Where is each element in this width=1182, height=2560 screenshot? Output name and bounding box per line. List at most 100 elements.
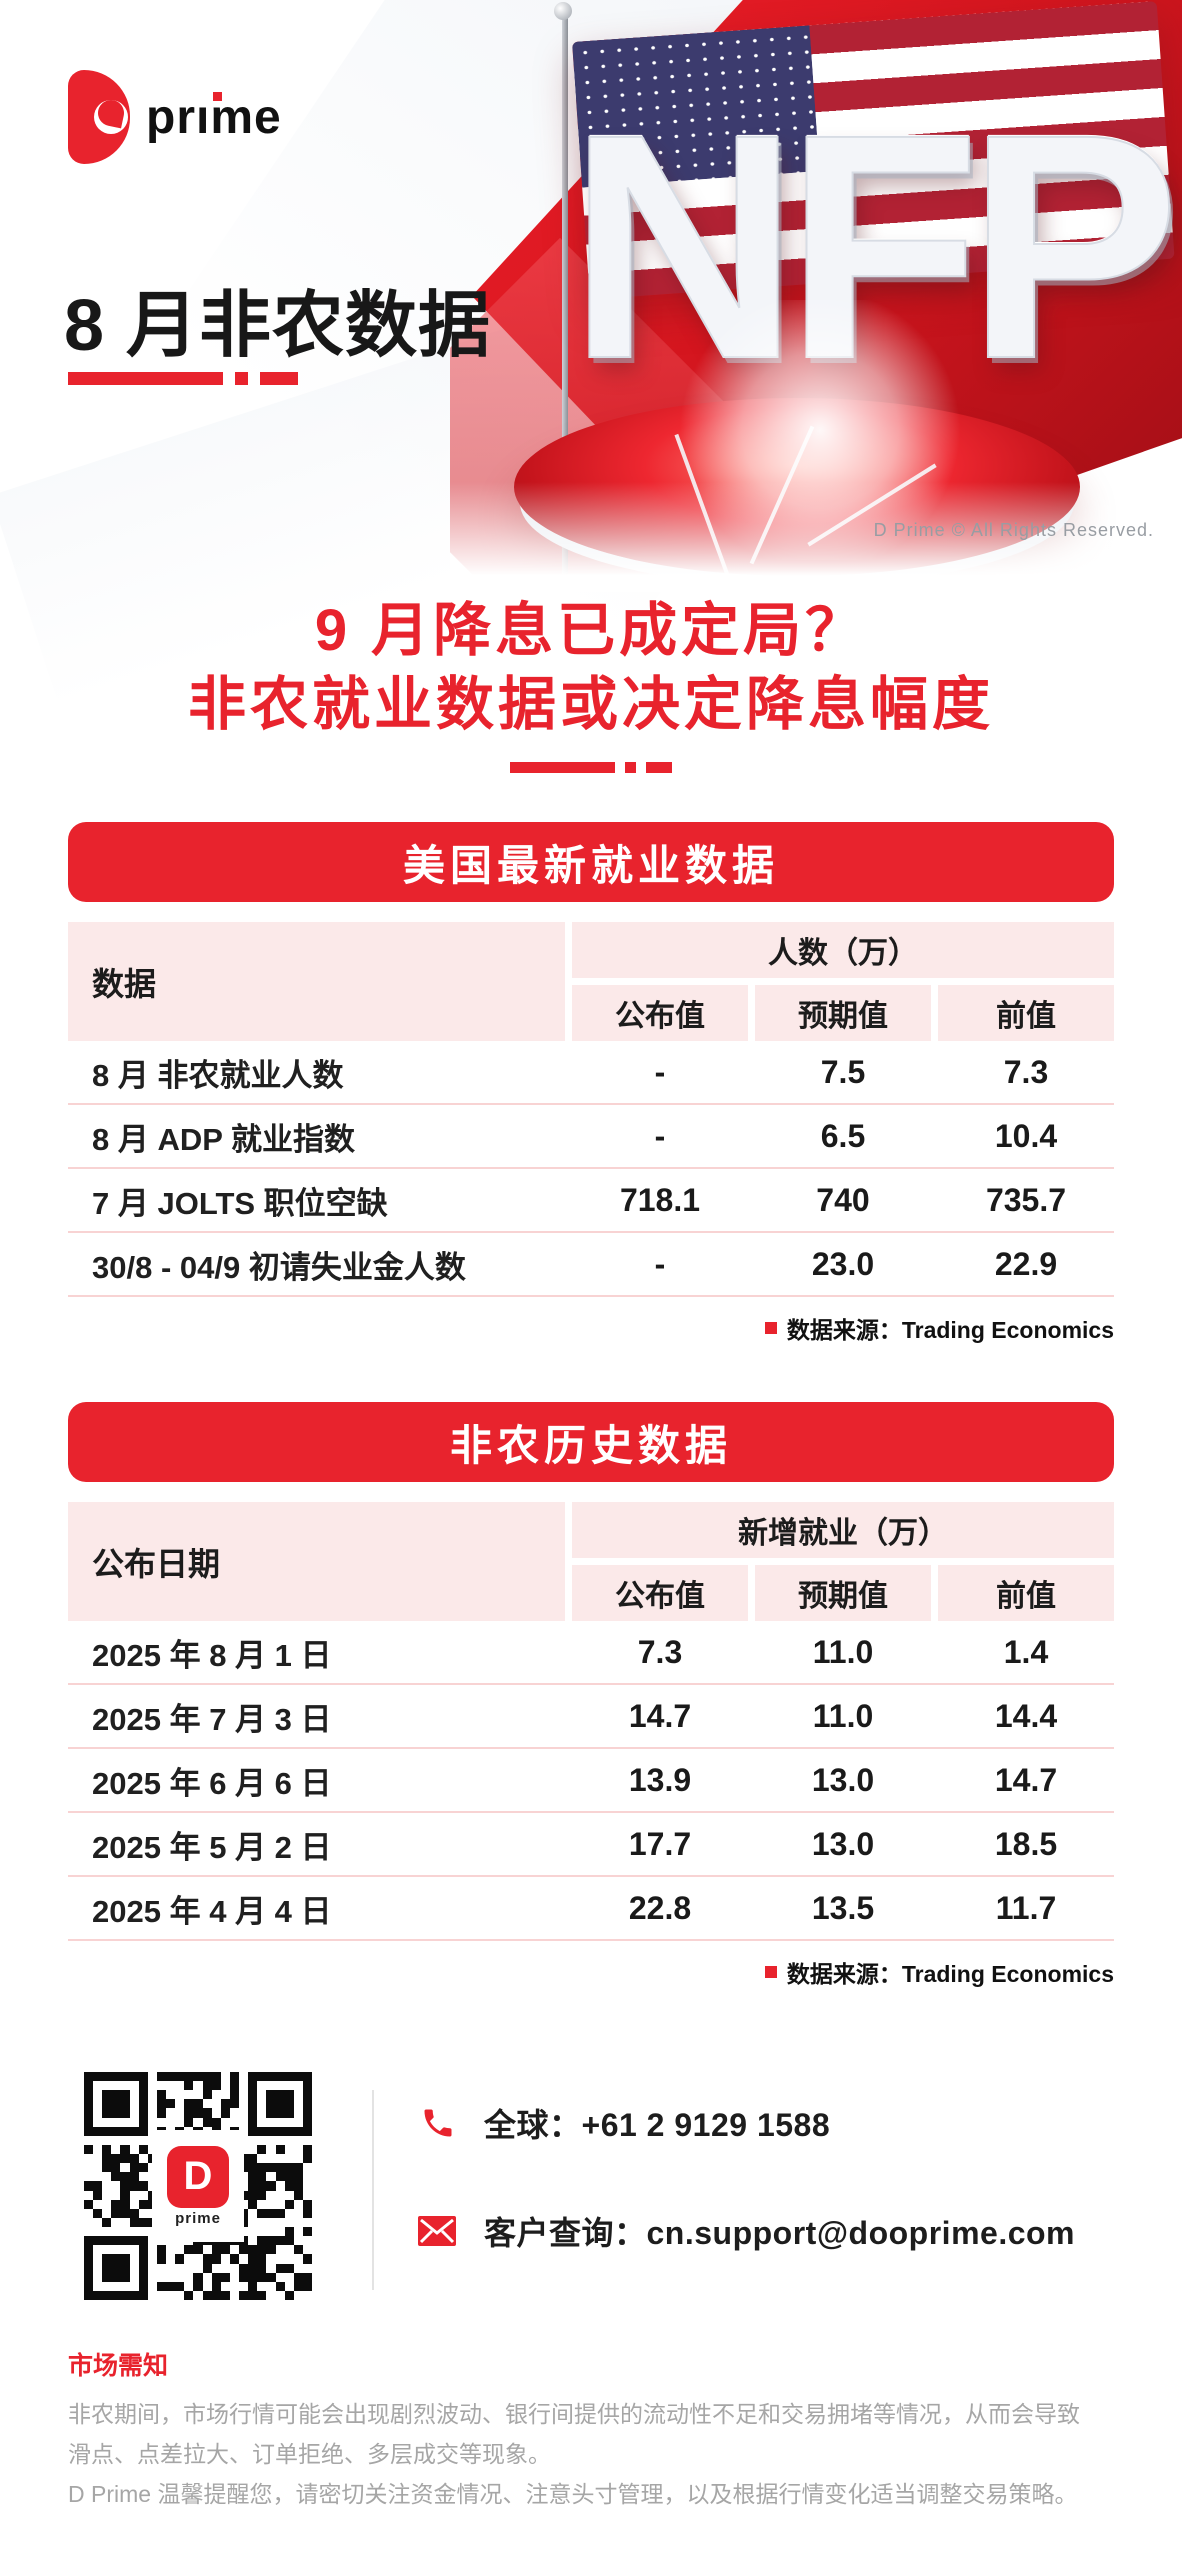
value-forecast: 13.0 xyxy=(811,1761,875,1798)
row-values: 17.7 13.0 18.5 xyxy=(572,1826,1114,1863)
row-label: 2025 年 5 月 2 日 xyxy=(92,1829,332,1865)
column-header-data: 数据 xyxy=(68,922,565,1041)
sub-headers: 公布值 预期值 前值 xyxy=(572,1565,1114,1621)
section-banner: 非农历史数据 xyxy=(68,1402,1114,1482)
email-address-text: 客户查询：cn.support@dooprime.com xyxy=(484,2215,1076,2251)
row-values: 13.9 13.0 14.7 xyxy=(572,1762,1114,1799)
row-label: 8 月 非农就业人数 xyxy=(92,1057,344,1093)
value-actual: 14.7 xyxy=(628,1697,692,1734)
table-body: 2025 年 8 月 1 日 7.3 11.0 1.4 2025 年 7 月 3… xyxy=(68,1621,1114,1941)
row-label: 2025 年 7 月 3 日 xyxy=(92,1701,332,1737)
row-values: 22.8 13.5 11.7 xyxy=(572,1890,1114,1927)
deco-bar xyxy=(68,372,223,385)
value-forecast: 11.0 xyxy=(812,1697,874,1734)
sub-headers: 公布值 预期值 前值 xyxy=(572,985,1114,1041)
sub-header-previous: 前值 xyxy=(938,1565,1114,1621)
source-bullet-icon xyxy=(764,1322,777,1334)
headline: 9 月降息已成定局？ 非农就业数据或决定降息幅度 xyxy=(0,594,1182,742)
row-label: 8 月 ADP 就业指数 xyxy=(92,1121,355,1157)
table-row: 2025 年 5 月 2 日 17.7 13.0 18.5 xyxy=(68,1813,1114,1877)
value-forecast: 740 xyxy=(816,1181,870,1218)
value-previous: 10.4 xyxy=(994,1117,1058,1154)
logo-i-dot xyxy=(213,91,222,101)
column-header-date: 公布日期 xyxy=(68,1502,565,1621)
deco-square xyxy=(625,762,636,773)
value-previous: 18.5 xyxy=(994,1825,1058,1862)
value-previous: 735.7 xyxy=(985,1181,1067,1218)
row-label: 30/8 - 04/9 初请失业金人数 xyxy=(92,1249,466,1285)
footer-paragraph: 非农期间，市场行情可能会出现剧烈波动、银行间提供的流动性不足和交易拥堵等情况，从… xyxy=(68,2394,1118,2514)
value-actual: 718.1 xyxy=(619,1181,701,1218)
table-row: 8 月 非农就业人数 - 7.5 7.3 xyxy=(68,1041,1114,1105)
value-previous: 22.9 xyxy=(994,1245,1058,1282)
contact-block: D prime 全球：+61 2 9129 1588 客户查询：cn.sup xyxy=(68,2060,1114,2320)
section-nfp-history: 非农历史数据 公布日期 新增就业（万） 公布值 预期值 前值 2025 年 8 … xyxy=(68,1402,1114,1989)
row-values: 718.1 740 735.7 xyxy=(572,1182,1114,1219)
table-row: 7 月 JOLTS 职位空缺 718.1 740 735.7 xyxy=(68,1169,1114,1233)
row-values: - 7.5 7.3 xyxy=(572,1054,1114,1091)
sub-header-forecast: 预期值 xyxy=(755,985,931,1041)
footer-line: D Prime 温馨提醒您，请密切关注资金情况、注意头寸管理，以及根据行情变化适… xyxy=(68,2481,1078,2507)
table-header: 公布日期 新增就业（万） 公布值 预期值 前值 xyxy=(68,1502,1114,1621)
value-previous: 1.4 xyxy=(1003,1633,1049,1670)
group-header: 人数（万） xyxy=(572,922,1114,978)
value-actual: - xyxy=(654,1117,666,1154)
brand-logo: prıme xyxy=(68,70,282,164)
sub-header-previous: 前值 xyxy=(938,985,1114,1041)
value-previous: 7.3 xyxy=(1003,1053,1049,1090)
brand-logo-word: prıme xyxy=(146,90,282,145)
row-values: 14.7 11.0 14.4 xyxy=(572,1698,1114,1735)
phone-contact-row[interactable]: 全球：+61 2 9129 1588 xyxy=(420,2100,830,2146)
deco-bar xyxy=(260,372,298,385)
value-previous: 14.7 xyxy=(994,1761,1058,1798)
hero-graphic: NFP D Prime © All Rights Reserved. xyxy=(450,0,1182,592)
source-text: 数据来源：Trading Economics xyxy=(786,1317,1114,1343)
footer-line: 非农期间，市场行情可能会出现剧烈波动、银行间提供的流动性不足和交易拥堵等情况，从… xyxy=(68,2401,1080,2427)
flag-pole-finial xyxy=(554,2,572,20)
value-actual: - xyxy=(654,1053,666,1090)
footer-line: 滑点、点差拉大、订单拒绝、多层成交等现象。 xyxy=(68,2441,551,2467)
value-actual: 13.9 xyxy=(628,1761,692,1798)
data-source-line: 数据来源：Trading Economics xyxy=(68,1311,1114,1345)
value-forecast: 13.0 xyxy=(811,1825,875,1862)
headline-underline-decoration xyxy=(0,762,1182,773)
headline-line2: 非农就业数据或决定降息幅度 xyxy=(187,672,994,737)
email-icon xyxy=(418,2216,456,2246)
title-underline-decoration xyxy=(68,372,298,385)
table-row: 2025 年 7 月 3 日 14.7 11.0 14.4 xyxy=(68,1685,1114,1749)
table-row: 2025 年 6 月 6 日 13.9 13.0 14.7 xyxy=(68,1749,1114,1813)
section-banner: 美国最新就业数据 xyxy=(68,822,1114,902)
email-contact-row[interactable]: 客户查询：cn.support@dooprime.com xyxy=(418,2208,1075,2254)
row-label: 2025 年 6 月 6 日 xyxy=(92,1765,332,1801)
footer-title: 市场需知 xyxy=(68,2352,169,2380)
table-row: 2025 年 8 月 1 日 7.3 11.0 1.4 xyxy=(68,1621,1114,1685)
data-source-line: 数据来源：Trading Economics xyxy=(68,1955,1114,1989)
source-bullet-icon xyxy=(764,1966,777,1978)
value-actual: - xyxy=(654,1245,666,1282)
source-text: 数据来源：Trading Economics xyxy=(786,1961,1114,1987)
table-header: 数据 人数（万） 公布值 预期值 前值 xyxy=(68,922,1114,1041)
value-previous: 14.4 xyxy=(994,1697,1058,1734)
sub-header-actual: 公布值 xyxy=(572,985,748,1041)
deco-bar xyxy=(510,762,615,773)
dprime-d-mark-icon xyxy=(68,70,130,164)
row-label: 2025 年 8 月 1 日 xyxy=(92,1637,332,1673)
value-forecast: 11.0 xyxy=(812,1633,874,1670)
table-row: 8 月 ADP 就业指数 - 6.5 10.4 xyxy=(68,1105,1114,1169)
value-actual: 7.3 xyxy=(637,1633,683,1670)
dprime-d-mark-icon: D xyxy=(167,2145,229,2208)
row-values: 7.3 11.0 1.4 xyxy=(572,1634,1114,1671)
qr-center-logo: D prime xyxy=(152,2130,244,2242)
sub-header-actual: 公布值 xyxy=(572,1565,748,1621)
section-latest-employment: 美国最新就业数据 数据 人数（万） 公布值 预期值 前值 8 月 非农就业人数 … xyxy=(68,822,1114,1345)
table-header-right: 新增就业（万） 公布值 预期值 前值 xyxy=(572,1502,1114,1621)
row-label: 7 月 JOLTS 职位空缺 xyxy=(92,1185,388,1221)
value-actual: 17.7 xyxy=(628,1825,692,1862)
row-label: 2025 年 4 月 4 日 xyxy=(92,1893,332,1929)
phone-icon xyxy=(420,2105,456,2141)
qr-code: D prime xyxy=(84,2072,312,2300)
row-values: - 6.5 10.4 xyxy=(572,1118,1114,1155)
value-forecast: 23.0 xyxy=(811,1245,875,1282)
page-title: 8 月非农数据 xyxy=(64,286,492,366)
